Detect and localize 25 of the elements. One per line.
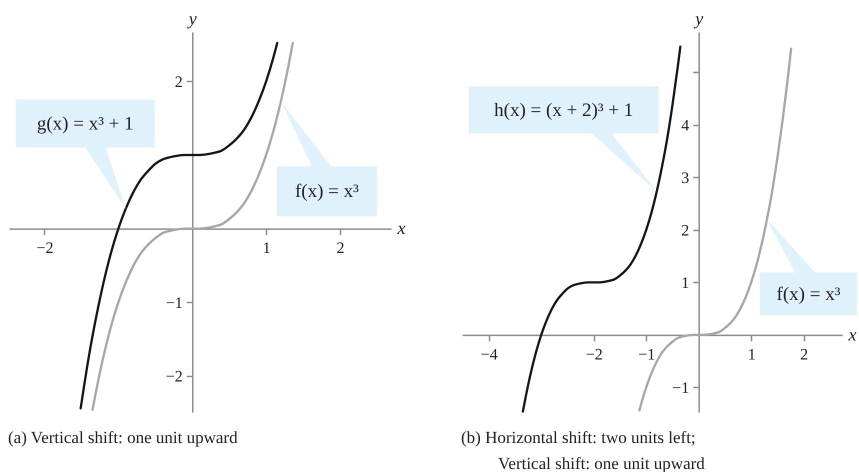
y-tick-label: −1 <box>672 380 690 397</box>
y-tick-label: 3 <box>681 170 690 187</box>
x-tick-label: 2 <box>800 346 808 364</box>
text: (a) Vertical shift: one unit upward <box>8 428 238 447</box>
y-axis-title: y <box>693 8 704 28</box>
series-label: f(x) = x³ <box>294 181 360 202</box>
y-tick-label: 4 <box>681 117 690 134</box>
y-tick-label: 1 <box>681 274 690 292</box>
series-label: f(x) = x³ <box>776 284 841 305</box>
x-tick-label: −2 <box>586 346 603 364</box>
x-axis-title: x <box>396 218 406 238</box>
x-tick-label: −2 <box>36 240 54 258</box>
x-axis-title: x <box>848 324 856 344</box>
series-label: h(x) = (x + 2)³ + 1 <box>494 100 634 122</box>
x-tick-label: −4 <box>480 346 498 364</box>
x-tick-label: 1 <box>262 240 271 258</box>
y-tick-label: 2 <box>174 74 183 91</box>
x-tick-label: 1 <box>748 346 756 364</box>
y-tick-label: −1 <box>166 294 183 312</box>
y-axis-title: y <box>186 8 197 28</box>
y-tick-label: 2 <box>681 222 690 240</box>
x-tick-label: −1 <box>638 346 656 364</box>
y-tick-label: −2 <box>166 368 183 386</box>
series-label: g(x) = x³ + 1 <box>36 114 134 135</box>
x-tick-label: 2 <box>336 240 345 258</box>
